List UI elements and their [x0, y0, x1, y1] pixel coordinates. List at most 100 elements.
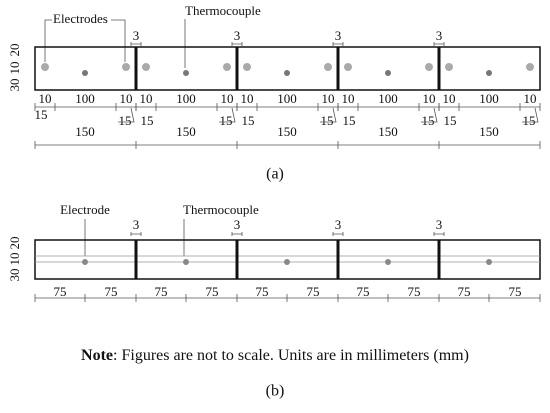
dim-label: 75 — [54, 284, 67, 299]
dim-label: 75 — [256, 284, 269, 299]
gap-label: 3 — [436, 217, 443, 232]
electrodes-label: Electrodes — [53, 11, 108, 26]
dim-label: 10 — [39, 91, 52, 106]
electrode — [425, 63, 433, 71]
electrode — [243, 63, 251, 71]
panel-a-outline — [34, 46, 541, 91]
electrode — [142, 63, 150, 71]
caption: (b) — [266, 383, 285, 400]
dim-label: 75 — [509, 284, 522, 299]
gap-label: 3 — [133, 217, 140, 232]
dim-label: 75 — [206, 284, 219, 299]
panel-b-outline — [34, 239, 541, 280]
gap-label: 3 — [234, 217, 241, 232]
electrode — [445, 63, 453, 71]
leader — [44, 19, 126, 62]
gap-mark — [231, 232, 243, 236]
length-label: 150 — [479, 124, 499, 139]
gap-mark — [332, 42, 344, 46]
offset-label: 15 — [343, 113, 356, 128]
gap-mark — [231, 42, 243, 46]
sensor — [385, 259, 391, 265]
dim-label: 10 — [140, 91, 153, 106]
dim-label: 10 — [443, 91, 456, 106]
length-label: 150 — [277, 124, 297, 139]
dim-label: 75 — [357, 284, 370, 299]
dim-label: 100 — [277, 91, 297, 106]
gap-label: 3 — [133, 28, 140, 43]
offset-label: 15 — [321, 113, 334, 128]
offset-label: 15 — [242, 113, 255, 128]
dim-label: 75 — [105, 284, 118, 299]
offset-label: 15 — [422, 113, 435, 128]
note-label: Note — [81, 347, 113, 364]
electrode-label: Electrode — [60, 202, 110, 217]
offset-label: 15 — [220, 113, 233, 128]
electrode — [122, 63, 130, 71]
dim-label: 10 — [241, 91, 254, 106]
offset-leader — [522, 107, 539, 123]
electrode — [223, 63, 231, 71]
gap-label: 3 — [335, 28, 342, 43]
dim-label: 75 — [155, 284, 168, 299]
offset-leader — [421, 107, 438, 123]
offset-label: 15 — [119, 113, 132, 128]
gap-label: 3 — [436, 28, 443, 43]
offset-leader — [219, 107, 236, 123]
electrode — [41, 63, 49, 71]
thermocouple — [486, 70, 492, 76]
sensor — [284, 259, 290, 265]
thermocouple — [183, 70, 189, 76]
offset-label: 15 — [523, 113, 536, 128]
offset-label: 15 — [35, 107, 48, 122]
gap-label: 3 — [335, 217, 342, 232]
dim-label: 75 — [408, 284, 421, 299]
offset-label: 15 — [141, 113, 154, 128]
thermocouple — [82, 70, 88, 76]
gap-label: 3 — [234, 28, 241, 43]
side-dim: 10 — [7, 253, 22, 266]
offset-leader — [118, 107, 135, 123]
thermocouple — [284, 70, 290, 76]
dim-label: 75 — [458, 284, 471, 299]
dim-label: 100 — [378, 91, 398, 106]
side-dim: 20 — [7, 237, 22, 250]
sensor — [82, 259, 88, 265]
length-label: 150 — [378, 124, 398, 139]
gap-mark — [433, 232, 445, 236]
electrode — [526, 63, 534, 71]
side-dim: 30 — [7, 79, 22, 92]
dim-label: 10 — [221, 91, 234, 106]
offset-label: 15 — [444, 113, 457, 128]
thermocouple-label: Thermocouple — [183, 202, 259, 217]
sensor — [183, 259, 189, 265]
thermocouple — [385, 70, 391, 76]
dim-label: 100 — [75, 91, 95, 106]
dim-label: 100 — [479, 91, 499, 106]
length-label: 150 — [176, 124, 196, 139]
dim-label: 75 — [307, 284, 320, 299]
side-dim: 30 — [7, 269, 22, 282]
dim-label: 10 — [524, 91, 537, 106]
dim-label: 100 — [176, 91, 196, 106]
gap-mark — [433, 42, 445, 46]
length-label: 150 — [75, 124, 95, 139]
electrode — [344, 63, 352, 71]
sensor — [486, 259, 492, 265]
note-text: : Figures are not to scale. Units are in… — [113, 347, 469, 364]
gap-mark — [332, 232, 344, 236]
caption: (a) — [266, 166, 284, 183]
dim-label: 10 — [322, 91, 335, 106]
side-dim: 20 — [7, 44, 22, 57]
gap-mark — [130, 232, 142, 236]
gap-mark — [130, 42, 142, 46]
dim-label: 10 — [120, 91, 133, 106]
dim-label: 10 — [423, 91, 436, 106]
offset-leader — [320, 107, 337, 123]
side-dim: 10 — [7, 62, 22, 75]
note: Note: Figures are not to scale. Units ar… — [81, 347, 469, 364]
thermocouple-label: Thermocouple — [185, 3, 261, 18]
dim-label: 10 — [342, 91, 355, 106]
electrode — [324, 63, 332, 71]
